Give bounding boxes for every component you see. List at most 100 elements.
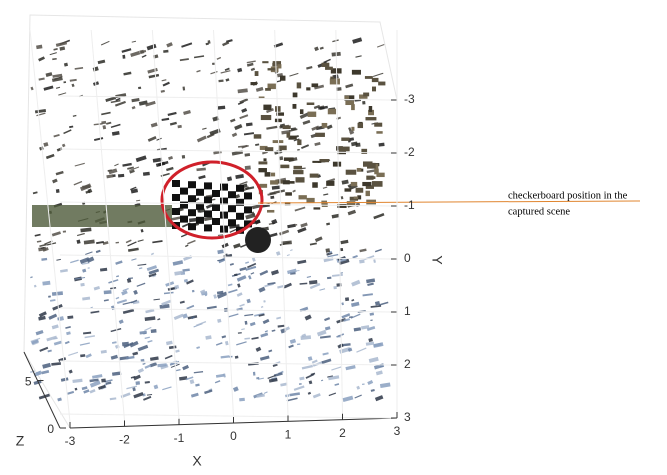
cloud-speck — [268, 68, 276, 70]
cloud-speck — [369, 106, 372, 112]
cloud-speck — [263, 158, 266, 161]
cloud-speck — [322, 63, 330, 67]
cloud-speck — [299, 195, 307, 199]
cloud-speck — [299, 383, 302, 385]
cloud-speck — [325, 67, 333, 70]
cloud-speck — [138, 87, 141, 90]
cloud-speck — [300, 109, 303, 114]
cloud-speck — [56, 189, 60, 193]
cloud-speck — [63, 81, 66, 83]
x-tick-label: -1 — [174, 431, 185, 445]
cloud-speck — [346, 170, 357, 175]
cloud-speck — [362, 182, 371, 186]
annotation-text: checkerboard position in the — [508, 190, 628, 201]
checker-cell — [188, 195, 196, 202]
cloud-speck — [183, 87, 186, 91]
cloud-speck — [122, 55, 125, 59]
checker-cell — [228, 219, 236, 226]
cloud-speck — [118, 174, 124, 178]
cloud-speck — [330, 77, 334, 80]
cloud-speck — [297, 140, 301, 146]
cloud-speck — [267, 210, 274, 213]
checker-cell — [204, 182, 212, 189]
y-tick-label: 2 — [404, 357, 411, 371]
cloud-speck — [351, 127, 354, 131]
cloud-speck — [255, 71, 259, 76]
checker-cell — [228, 191, 236, 198]
cloud-speck — [135, 381, 140, 385]
cloud-speck — [363, 93, 369, 97]
x-axis-label: X — [192, 453, 202, 469]
cloud-speck — [285, 192, 292, 195]
checker-cell — [172, 194, 180, 201]
cloud-speck — [312, 83, 319, 87]
checker-cell — [172, 208, 180, 215]
y-tick-label: 0 — [404, 251, 411, 265]
cloud-speck — [351, 104, 355, 110]
cloud-speck — [356, 188, 364, 193]
cloud-speck — [374, 123, 382, 127]
cloud-speck — [371, 176, 375, 179]
cloud-speck — [344, 96, 349, 99]
cloud-speck — [333, 286, 336, 289]
cloud-speck — [308, 112, 317, 117]
cloud-speck — [254, 134, 262, 138]
cloud-speck — [306, 87, 310, 90]
cloud-speck — [251, 82, 257, 85]
cloud-speck — [293, 170, 303, 174]
cloud-speck — [341, 138, 349, 141]
cloud-speck — [273, 140, 284, 143]
checker-cell — [220, 212, 228, 219]
cloud-speck — [345, 188, 352, 191]
cloud-speck — [312, 182, 318, 187]
cloud-speck — [63, 231, 66, 233]
cloud-speck — [372, 78, 379, 82]
checker-cell — [188, 209, 196, 216]
checker-cell — [172, 180, 180, 187]
cloud-speck — [322, 123, 328, 128]
cloud-speck — [75, 388, 78, 391]
cloud-speck — [325, 248, 330, 252]
cloud-speck — [265, 172, 271, 177]
cloud-speck — [352, 70, 361, 75]
cloud-speck — [177, 125, 181, 128]
x-tick-label: 0 — [230, 429, 237, 443]
cloud-speck — [293, 93, 298, 98]
figure: checkerboard position in the captured sc… — [0, 0, 667, 475]
cloud-speck — [265, 147, 273, 151]
cloud-speck — [101, 378, 106, 382]
cloud-speck — [258, 161, 267, 164]
checker-cell — [180, 188, 188, 195]
cloud-speck — [286, 132, 290, 137]
y-tick-label: 3 — [404, 410, 411, 424]
checker-cell — [204, 224, 212, 231]
cloud-speck — [358, 123, 363, 128]
checker-cell — [212, 190, 220, 197]
checker-cell — [236, 199, 244, 206]
checker-cell — [212, 204, 220, 211]
cloud-speck — [367, 163, 376, 169]
cloud-speck — [151, 329, 157, 333]
checker-cell — [196, 189, 204, 196]
x-tick-label: 2 — [339, 426, 346, 440]
cloud-speck — [182, 155, 185, 159]
cloud-speck — [192, 290, 195, 293]
y-tick-label: 1 — [404, 304, 411, 318]
cloud-speck — [339, 147, 350, 152]
annotation-text: captured scene — [508, 206, 570, 217]
cloud-speck — [261, 115, 271, 120]
cloud-speck — [310, 174, 319, 178]
y-axis-label: Y — [429, 255, 445, 265]
cloud-speck — [271, 173, 275, 177]
z-axis-label: Z — [16, 433, 25, 449]
checker-cell — [212, 218, 220, 225]
cloud-speck — [307, 102, 315, 105]
cloud-speck — [306, 198, 314, 203]
checker-cell — [188, 223, 196, 230]
checker-cell — [228, 205, 236, 212]
cloud-speck — [366, 191, 370, 196]
cloud-speck — [313, 207, 320, 209]
cloud-speck — [212, 63, 215, 65]
cloud-speck — [279, 156, 283, 160]
cloud-speck — [283, 125, 291, 129]
